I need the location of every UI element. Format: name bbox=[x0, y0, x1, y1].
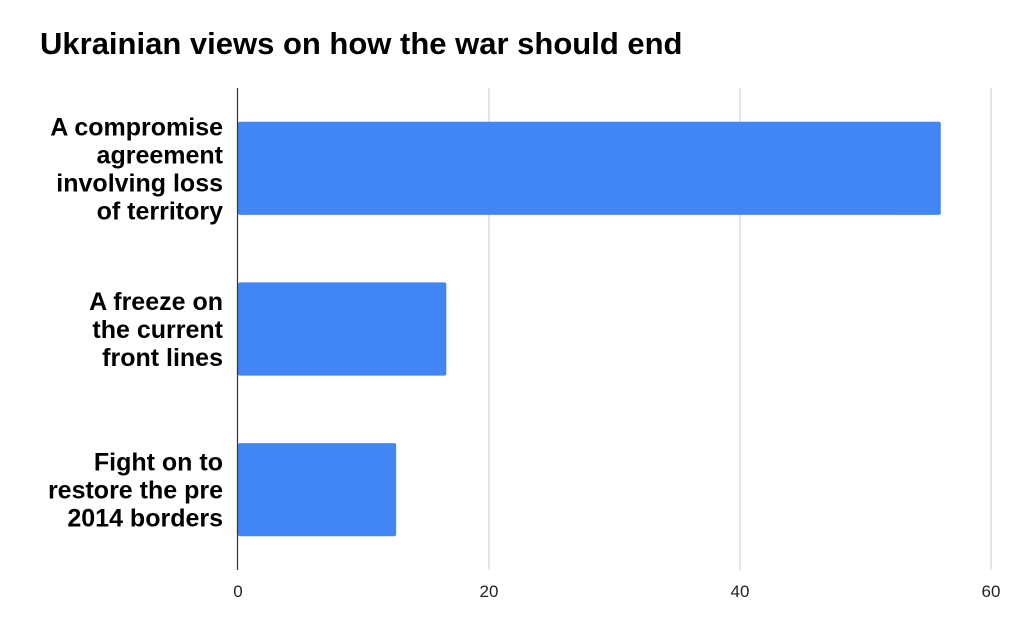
category-label-line: of territory bbox=[97, 197, 224, 225]
x-tick-label: 60 bbox=[982, 582, 1001, 601]
category-label-line: Fight on to bbox=[94, 449, 223, 477]
category-label-line: 2014 borders bbox=[67, 505, 223, 533]
category-label-line: restore the pre bbox=[48, 477, 223, 505]
category-label-line: A freeze on bbox=[89, 288, 223, 316]
bars bbox=[238, 121, 941, 537]
chart-title: Ukrainian views on how the war should en… bbox=[40, 26, 683, 61]
bar bbox=[238, 282, 447, 376]
bar bbox=[238, 121, 941, 215]
category-label: A freeze on the current front lines bbox=[89, 288, 223, 372]
x-tick-label: 0 bbox=[233, 582, 242, 601]
category-label: Fight on to restore the pre 2014 borders bbox=[48, 449, 223, 533]
category-label-line: the current bbox=[92, 316, 223, 344]
category-label: A compromise agreement involving loss of te… bbox=[50, 113, 223, 225]
category-label-line: involving loss bbox=[56, 169, 223, 197]
x-tick-label: 40 bbox=[731, 582, 750, 601]
bar bbox=[238, 443, 397, 537]
category-labels: A compromise agreement involving loss of te… bbox=[48, 113, 224, 532]
x-tick-label: 20 bbox=[480, 582, 499, 601]
category-label-line: A compromise bbox=[50, 113, 223, 141]
category-label-line: front lines bbox=[102, 344, 223, 372]
x-tick-labels: 0 20 40 60 bbox=[233, 582, 1000, 601]
category-label-line: agreement bbox=[97, 141, 224, 169]
